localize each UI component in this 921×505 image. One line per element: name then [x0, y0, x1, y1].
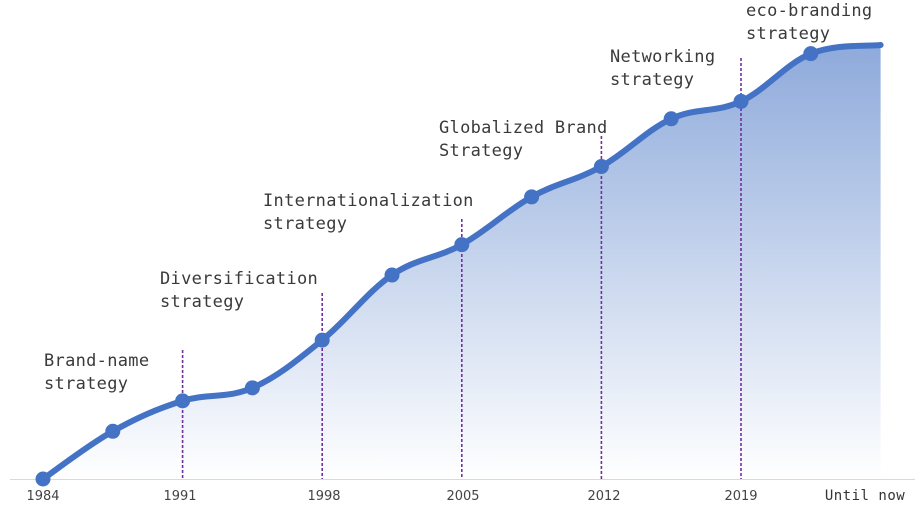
stage-label: Brand-name strategy	[44, 351, 149, 394]
stage-label: Internationalization strategy	[263, 191, 474, 234]
stage-marker-lines	[181, 58, 742, 479]
stage-label-line: Networking	[610, 47, 715, 67]
stage-label-line: strategy	[746, 24, 830, 44]
stage-label-line: Diversification	[160, 269, 318, 289]
stage-label-line: strategy	[263, 214, 347, 234]
data-point	[35, 471, 51, 487]
data-point	[244, 380, 260, 396]
data-point	[663, 111, 679, 127]
stage-label-line: strategy	[160, 292, 244, 312]
stage-labels: Brand-name strategy Diversification strateg…	[44, 1, 872, 394]
x-tick-label: 1991	[163, 489, 196, 504]
x-tick-label: 1998	[307, 489, 340, 504]
stage-label-line: Strategy	[439, 141, 523, 161]
stage-label-line: eco-branding	[746, 1, 872, 21]
data-point	[105, 423, 121, 439]
data-point	[733, 93, 749, 109]
stage-label-line: Internationalization	[263, 191, 474, 211]
data-points	[35, 46, 819, 487]
stage-label: Networking strategy	[610, 47, 715, 90]
stage-label: Diversification strategy	[160, 269, 318, 312]
stage-label: eco-branding strategy	[746, 1, 872, 44]
data-point	[593, 159, 609, 175]
data-point	[175, 393, 191, 409]
x-tick-label: 1984	[26, 489, 59, 504]
stage-label-line: Brand-name	[44, 351, 149, 371]
stage-label-line: Globalized Brand	[439, 118, 608, 138]
data-point	[803, 46, 819, 62]
x-tick-labels: 1984 1991 1998 2005 2012 2019 Until now	[26, 488, 905, 504]
x-tick-label: 2019	[724, 489, 757, 504]
x-tick-label: 2012	[587, 489, 620, 504]
data-point	[524, 189, 540, 205]
stage-label-line: strategy	[610, 70, 694, 90]
stage-label: Globalized Brand Strategy	[439, 118, 608, 161]
x-tick-label: 2005	[446, 489, 479, 504]
stage-label-line: strategy	[44, 374, 128, 394]
data-point	[314, 332, 330, 348]
x-tick-label: Until now	[825, 488, 905, 504]
data-point	[384, 267, 400, 283]
data-point	[454, 237, 470, 253]
